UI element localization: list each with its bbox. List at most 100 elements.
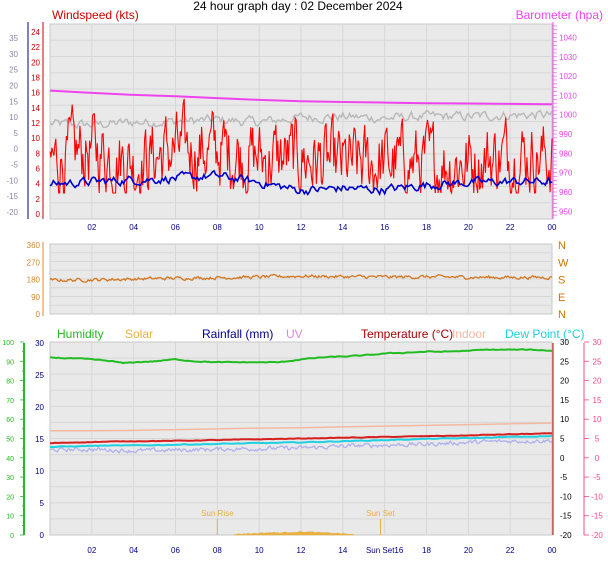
series-line-temperature [49, 432, 553, 445]
series-line-wind-blue [49, 169, 553, 197]
y-tick-label: 990 [559, 130, 573, 139]
y-tick-label: 960 [559, 188, 573, 197]
y-tick-label: 30 [9, 50, 18, 59]
y-tick-label: 30 [593, 338, 602, 347]
y-tick-label: 20 [35, 403, 44, 412]
y-tick-label: 14 [31, 104, 40, 113]
x-tick-label: Sun Set16 [366, 546, 404, 555]
series-line-direction [49, 273, 553, 283]
series-line-lavender [49, 438, 553, 454]
y-tick-label: W [558, 257, 569, 269]
x-tick-label: 06 [171, 223, 180, 232]
y-tick-label: 1000 [559, 111, 577, 120]
x-tick-label: 18 [422, 546, 431, 555]
y-tick-label: 24 [31, 28, 40, 37]
x-tick-label: 14 [338, 223, 347, 232]
y-tick-label: 30 [560, 338, 569, 347]
y-tick-label: -15 [560, 512, 572, 521]
y-tick-label: 8 [36, 149, 41, 158]
legend-item: UV [286, 327, 303, 341]
y-tick-label: -5 [11, 161, 19, 170]
y-tick-label: N [558, 309, 566, 321]
sun-set-label: Sun Set [366, 509, 395, 518]
right-axis-label: Barometer (hpa) [516, 8, 603, 22]
x-tick-label: 04 [129, 223, 138, 232]
y-tick-label: 16 [31, 89, 40, 98]
y-tick-label: 50 [6, 437, 14, 444]
y-tick-label: 100 [2, 340, 14, 347]
y-tick-label: 5 [14, 129, 19, 138]
y-tick-label: 70 [6, 398, 14, 405]
x-tick-label: 12 [297, 223, 306, 232]
y-tick-label: 15 [593, 396, 602, 405]
legend-item: Solar [125, 327, 153, 341]
y-tick-label: 18 [31, 74, 40, 83]
series-line-humidity [49, 348, 553, 365]
x-tick-label: 10 [255, 546, 264, 555]
y-tick-label: S [558, 275, 565, 287]
x-tick-label: 22 [506, 546, 515, 555]
y-tick-label: 0 [36, 210, 41, 219]
y-tick-label: 2 [36, 195, 41, 204]
y-tick-label: -20 [6, 208, 18, 217]
y-tick-label: 980 [559, 149, 573, 158]
y-tick-label: 5 [560, 435, 565, 444]
y-tick-label: 10 [35, 467, 44, 476]
y-tick-label: 5 [40, 499, 45, 508]
y-tick-label: 80 [6, 379, 14, 386]
y-tick-label: 1020 [559, 72, 577, 81]
y-tick-label: 25 [560, 357, 569, 366]
y-tick-label: 0 [40, 531, 45, 540]
series-line-wind-red [49, 98, 553, 196]
y-tick-label: 60 [6, 417, 14, 424]
legend-item: Dew Point (°C) [505, 327, 584, 341]
y-tick-label: E [558, 292, 565, 304]
y-tick-label: 1030 [559, 53, 577, 62]
y-tick-label: 20 [6, 494, 14, 501]
humidity-temperature-panel: Humidity Solar Rainfall (mm) UV Temperature … [2, 327, 603, 555]
x-tick-label: 18 [422, 223, 431, 232]
y-tick-label: 20 [593, 377, 602, 386]
x-tick-label: 20 [464, 223, 473, 232]
y-tick-label: -10 [560, 492, 572, 501]
y-tick-label: -10 [591, 492, 603, 501]
y-tick-label: 360 [27, 241, 41, 250]
y-tick-label: 15 [35, 435, 44, 444]
sun-rise-label: Sun Rise [201, 509, 234, 518]
y-tick-label: -15 [6, 192, 18, 201]
y-tick-label: N [558, 240, 566, 252]
y-tick-label: 10 [6, 514, 14, 521]
y-tick-label: -5 [560, 473, 568, 482]
y-tick-label: 22 [31, 43, 40, 52]
x-tick-label: 20 [464, 546, 473, 555]
y-tick-label: -20 [591, 531, 603, 540]
y-tick-label: 30 [35, 339, 44, 348]
series-line-barometer [49, 89, 553, 106]
series-area-solar [233, 531, 354, 536]
y-tick-label: 0 [595, 454, 600, 463]
y-tick-label: -15 [591, 512, 603, 521]
x-tick-label: 00 [548, 223, 557, 232]
x-tick-label: 10 [255, 223, 264, 232]
y-tick-label: 6 [36, 165, 41, 174]
y-tick-label: 25 [35, 371, 44, 380]
x-tick-label: 02 [87, 546, 96, 555]
y-tick-label: 40 [6, 456, 14, 463]
y-tick-label: 950 [559, 207, 573, 216]
y-tick-label: 35 [9, 34, 18, 43]
legend-item: Humidity [57, 327, 104, 341]
x-tick-label: 06 [171, 546, 180, 555]
y-tick-label: 30 [6, 475, 14, 482]
x-tick-label: 12 [297, 546, 306, 555]
x-tick-label: 14 [338, 546, 347, 555]
y-tick-label: 180 [27, 276, 41, 285]
legend-item: Temperature (°C) [361, 327, 453, 341]
y-tick-label: 90 [6, 359, 14, 366]
legend-item: Indoor [452, 327, 486, 341]
x-tick-label: 08 [213, 223, 222, 232]
y-tick-label: 10 [560, 415, 569, 424]
y-tick-label: 1040 [559, 34, 577, 43]
y-tick-label: -20 [560, 531, 572, 540]
